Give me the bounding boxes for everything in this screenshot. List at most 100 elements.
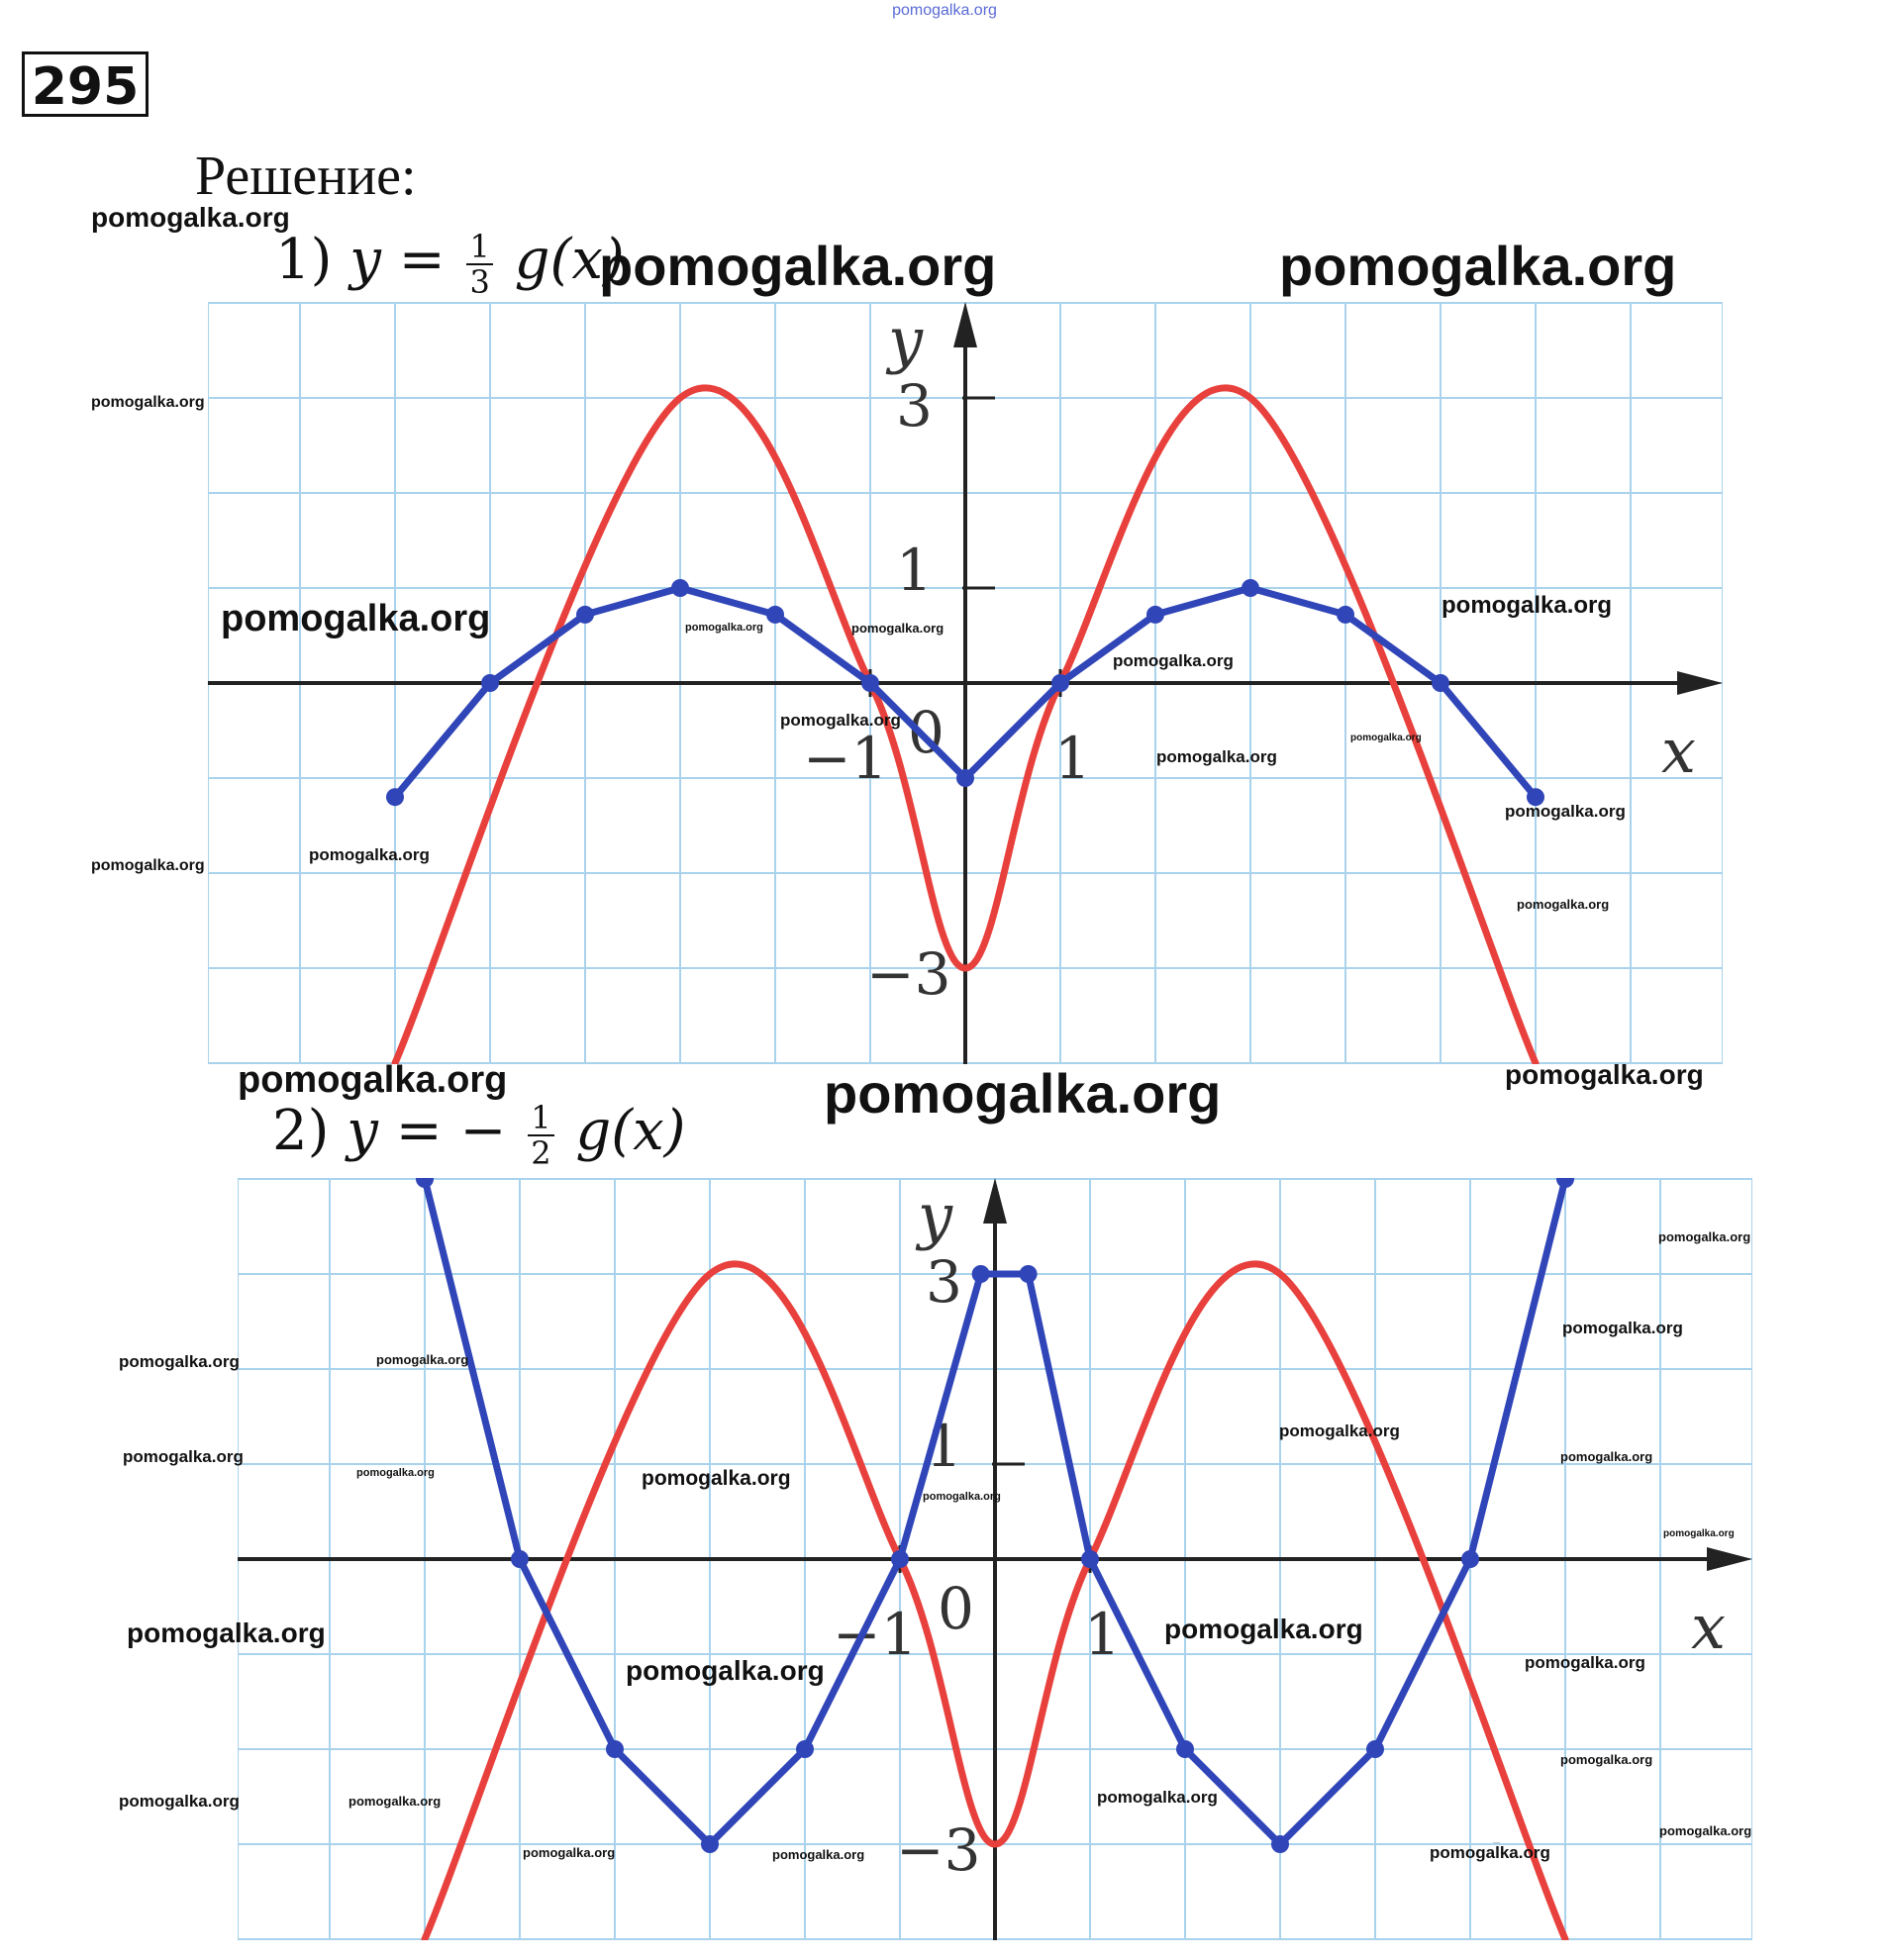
- data-point: [1019, 1265, 1038, 1283]
- data-point: [511, 1550, 529, 1568]
- watermark: pomogalka.org: [1097, 1788, 1218, 1807]
- data-point: [416, 1178, 434, 1188]
- watermark: pomogalka.org: [523, 1845, 616, 1860]
- y-axis-label: y: [915, 1180, 953, 1252]
- data-point: [1556, 1178, 1574, 1188]
- data-point: [1337, 605, 1354, 624]
- tick-label-y-neg3: −3: [896, 1816, 981, 1884]
- watermark: pomogalka.org: [1156, 747, 1277, 766]
- data-point: [1461, 1550, 1479, 1568]
- watermark: pomogalka.org: [348, 1794, 442, 1809]
- tick-label-x-neg1: −1: [803, 725, 888, 792]
- chart-2: 31−3−1 10 xy: [238, 1178, 1752, 1940]
- solution-label: Решение:: [195, 146, 417, 207]
- tick-label-y-3: 3: [926, 1248, 962, 1316]
- data-point: [971, 1265, 990, 1283]
- watermark: pomogalka.org: [119, 1792, 240, 1811]
- x-axis-arrow: [1677, 671, 1723, 695]
- formula-1-den: 3: [469, 262, 490, 301]
- data-point: [576, 605, 594, 624]
- watermark: pomogalka.org: [1493, 1843, 1501, 1844]
- watermark: pomogalka.org: [376, 1352, 469, 1367]
- watermark: pomogalka.org: [1279, 1421, 1400, 1440]
- watermark: pomogalka.org: [1560, 1752, 1653, 1767]
- formula-2-num: 1: [528, 1101, 554, 1136]
- data-point: [1366, 1740, 1384, 1758]
- watermark: pomogalka.org: [642, 1467, 791, 1490]
- watermark: pomogalka.org: [626, 1655, 825, 1686]
- formula-1-lhs: y: [349, 228, 381, 292]
- tick-label-y-1: 1: [896, 537, 933, 604]
- data-point: [386, 788, 404, 807]
- watermark: pomogalka.org: [1659, 1823, 1752, 1838]
- data-point: [1051, 674, 1069, 692]
- x-axis-arrow: [1707, 1547, 1752, 1571]
- source-banner: pomogalka.org: [892, 2, 997, 19]
- data-point: [1527, 788, 1544, 807]
- watermark: pomogalka.org: [1113, 651, 1234, 670]
- watermark: pomogalka.org: [221, 598, 491, 639]
- data-point: [861, 674, 879, 692]
- watermark: pomogalka.org: [1525, 1653, 1645, 1672]
- watermark: pomogalka.org: [1350, 733, 1422, 743]
- data-point: [481, 674, 499, 692]
- watermark: pomogalka.org: [1658, 1229, 1751, 1244]
- data-point: [1146, 605, 1164, 624]
- data-point: [1432, 674, 1449, 692]
- series-line-g: [421, 1260, 1569, 1940]
- y-axis-arrow: [953, 302, 977, 347]
- data-point: [1081, 1550, 1099, 1568]
- watermark: pomogalka.org: [1164, 1614, 1363, 1644]
- tick-label-y-3: 3: [896, 372, 933, 440]
- watermark: pomogalka.org: [1430, 1843, 1550, 1862]
- data-point: [891, 1550, 909, 1568]
- y-axis-arrow: [983, 1178, 1007, 1224]
- formula-2-lhs: y: [347, 1099, 378, 1163]
- watermark: pomogalka.org: [923, 1491, 1001, 1503]
- chart-1: 31−3−1 10 xy: [208, 302, 1723, 1064]
- watermark: pomogalka.org: [123, 1447, 244, 1466]
- watermark: pomogalka.org: [1562, 1319, 1683, 1337]
- part-label-2: 2): [272, 1099, 330, 1163]
- watermark: pomogalka.org: [1279, 235, 1677, 297]
- watermark: pomogalka.org: [127, 1617, 326, 1648]
- formula-1-eq: =: [398, 228, 446, 292]
- data-point: [1176, 1740, 1194, 1758]
- watermark: pomogalka.org: [309, 845, 430, 864]
- data-point: [701, 1835, 719, 1853]
- watermark: pomogalka.org: [685, 622, 763, 634]
- tick-label-x-1: 1: [1054, 725, 1091, 792]
- series-line-transformed: [421, 1178, 1569, 1848]
- y-axis-label: y: [885, 304, 924, 376]
- formula-2-eq: = −: [395, 1099, 507, 1163]
- watermark: pomogalka.org: [824, 1062, 1222, 1125]
- watermark: pomogalka.org: [599, 235, 997, 297]
- data-point: [796, 1740, 814, 1758]
- watermark: pomogalka.org: [772, 1847, 865, 1862]
- data-point: [1242, 579, 1259, 597]
- tick-label-origin: 0: [938, 1575, 974, 1642]
- data-point: [1271, 1835, 1289, 1853]
- tick-label-y-neg3: −3: [866, 940, 951, 1008]
- watermark: pomogalka.org: [1560, 1449, 1653, 1464]
- watermark: pomogalka.org: [91, 394, 205, 411]
- formula-1-num: 1: [466, 230, 493, 265]
- formula-2-den: 2: [531, 1133, 551, 1172]
- watermark: pomogalka.org: [851, 621, 944, 636]
- watermark: pomogalka.org: [780, 711, 901, 730]
- watermark: pomogalka.org: [91, 202, 290, 233]
- part-label-1: 1): [275, 228, 333, 292]
- watermark: pomogalka.org: [1505, 1059, 1704, 1090]
- watermark: pomogalka.org: [1663, 1528, 1735, 1539]
- watermark: pomogalka.org: [1442, 592, 1613, 619]
- data-point: [956, 769, 974, 787]
- x-axis-label: x: [1661, 715, 1696, 787]
- watermark: pomogalka.org: [238, 1059, 508, 1101]
- watermark: pomogalka.org: [356, 1467, 435, 1479]
- watermark: pomogalka.org: [1517, 897, 1610, 912]
- series-line-g: [391, 384, 1540, 1064]
